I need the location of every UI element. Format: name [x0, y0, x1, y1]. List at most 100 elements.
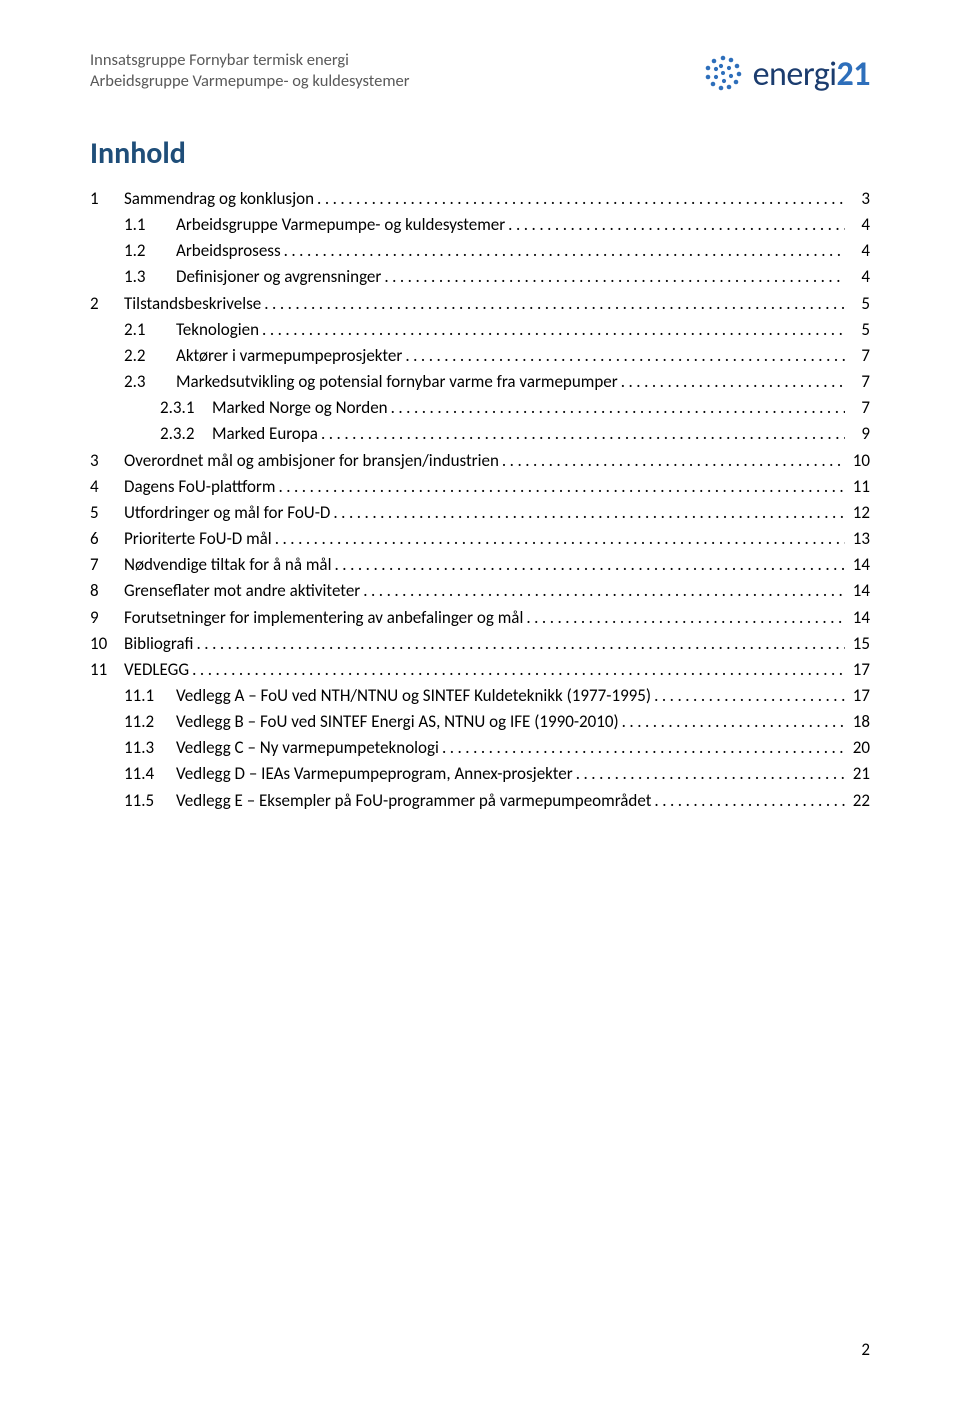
toc-leader: ........................................…	[654, 683, 845, 708]
toc-label: Tilstandsbeskrivelse	[124, 291, 261, 316]
toc-page-number: 11	[848, 474, 870, 499]
toc-number: 11.4	[124, 761, 176, 786]
toc-number: 7	[90, 552, 124, 577]
toc-entry: 2.2Aktører i varmepumpeprosjekter.......…	[90, 343, 870, 368]
toc-leader: ........................................…	[621, 369, 845, 394]
toc-leader: ........................................…	[192, 657, 845, 682]
toc-entry: 8Grenseflater mot andre aktiviteter.....…	[90, 578, 870, 603]
toc-entry: 4Dagens FoU-plattform...................…	[90, 474, 870, 499]
toc-entry: 2.3.1Marked Norge og Norden.............…	[90, 395, 870, 420]
toc-leader: ........................................…	[654, 788, 845, 813]
toc-page-number: 10	[848, 448, 870, 473]
toc-leader: ........................................…	[275, 526, 845, 551]
toc-number: 1.3	[124, 264, 176, 289]
toc-entry: 2.1Teknologien..........................…	[90, 317, 870, 342]
toc-leader: ........................................…	[317, 186, 845, 211]
toc-entry: 10Bibliografi...........................…	[90, 631, 870, 656]
toc-page-number: 15	[848, 631, 870, 656]
toc-label: Marked Norge og Norden	[212, 395, 388, 420]
toc-number: 1.2	[124, 238, 176, 263]
toc-label: Overordnet mål og ambisjoner for bransje…	[124, 448, 499, 473]
table-of-contents: 1Sammendrag og konklusjon...............…	[90, 186, 870, 813]
toc-label: Vedlegg B – FoU ved SINTEF Energi AS, NT…	[176, 709, 619, 734]
toc-number: 2.3.2	[160, 421, 212, 446]
toc-number: 5	[90, 500, 124, 525]
toc-page-number: 20	[848, 735, 870, 760]
toc-entry: 11.2Vedlegg B – FoU ved SINTEF Energi AS…	[90, 709, 870, 734]
toc-page-number: 21	[848, 761, 870, 786]
toc-page-number: 22	[848, 788, 870, 813]
header-line-1: Innsatsgruppe Fornybar termisk energi	[90, 50, 410, 71]
toc-label: Vedlegg C – Ny varmepumpeteknologi	[176, 735, 439, 760]
toc-number: 2.1	[124, 317, 176, 342]
toc-label: Forutsetninger for implementering av anb…	[124, 605, 523, 630]
toc-entry: 9Forutsetninger for implementering av an…	[90, 605, 870, 630]
toc-entry: 1.3Definisjoner og avgrensninger........…	[90, 264, 870, 289]
toc-leader: ........................................…	[196, 631, 845, 656]
toc-page-number: 17	[848, 683, 870, 708]
toc-label: Teknologien	[176, 317, 259, 342]
toc-leader: ........................................…	[391, 395, 845, 420]
toc-page-number: 7	[848, 369, 870, 394]
toc-number: 11.3	[124, 735, 176, 760]
toc-entry: 3Overordnet mål og ambisjoner for bransj…	[90, 448, 870, 473]
toc-leader: ........................................…	[508, 212, 845, 237]
toc-leader: ........................................…	[284, 238, 845, 263]
toc-label: Vedlegg D – IEAs Varmepumpeprogram, Anne…	[176, 761, 573, 786]
toc-number: 11.2	[124, 709, 176, 734]
toc-number: 4	[90, 474, 124, 499]
toc-label: VEDLEGG	[124, 657, 189, 682]
toc-leader: ........................................…	[333, 500, 845, 525]
toc-page-number: 4	[848, 264, 870, 289]
toc-page-number: 5	[848, 317, 870, 342]
toc-number: 6	[90, 526, 124, 551]
toc-label: Markedsutvikling og potensial fornybar v…	[176, 369, 618, 394]
toc-number: 8	[90, 578, 124, 603]
toc-label: Utfordringer og mål for FoU-D	[124, 500, 330, 525]
toc-label: Grenseflater mot andre aktiviteter	[124, 578, 360, 603]
toc-number: 2.2	[124, 343, 176, 368]
toc-entry: 6Prioriterte FoU-D mål..................…	[90, 526, 870, 551]
toc-number: 2.3	[124, 369, 176, 394]
toc-entry: 2Tilstandsbeskrivelse...................…	[90, 291, 870, 316]
toc-entry: 11.3Vedlegg C – Ny varmepumpeteknologi..…	[90, 735, 870, 760]
header-text-block: Innsatsgruppe Fornybar termisk energi Ar…	[90, 50, 410, 93]
toc-leader: ........................................…	[262, 317, 845, 342]
toc-entry: 11.5Vedlegg E – Eksempler på FoU-program…	[90, 788, 870, 813]
toc-entry: 5Utfordringer og mål for FoU-D..........…	[90, 500, 870, 525]
toc-entry: 11VEDLEGG...............................…	[90, 657, 870, 682]
toc-number: 11.1	[124, 683, 176, 708]
page-number: 2	[861, 1339, 870, 1360]
toc-entry: 1.1Arbeidsgruppe Varmepumpe- og kuldesys…	[90, 212, 870, 237]
toc-number: 10	[90, 631, 124, 656]
toc-number: 11	[90, 657, 124, 682]
toc-leader: ........................................…	[334, 552, 845, 577]
toc-entry: 2.3Markedsutvikling og potensial fornyba…	[90, 369, 870, 394]
logo-globe-icon	[703, 52, 743, 97]
toc-page-number: 14	[848, 552, 870, 577]
toc-entry: 11.4Vedlegg D – IEAs Varmepumpeprogram, …	[90, 761, 870, 786]
toc-page-number: 12	[848, 500, 870, 525]
toc-leader: ........................................…	[405, 343, 845, 368]
toc-page-number: 13	[848, 526, 870, 551]
toc-number: 2	[90, 291, 124, 316]
toc-leader: ........................................…	[363, 578, 845, 603]
toc-number: 3	[90, 448, 124, 473]
toc-page-number: 5	[848, 291, 870, 316]
toc-label: Sammendrag og konklusjon	[124, 186, 314, 211]
toc-page-number: 18	[848, 709, 870, 734]
toc-title: Innhold	[90, 135, 870, 172]
toc-leader: ........................................…	[526, 605, 845, 630]
header-line-2: Arbeidsgruppe Varmepumpe- og kuldesystem…	[90, 71, 410, 92]
toc-label: Vedlegg E – Eksempler på FoU-programmer …	[176, 788, 651, 813]
page-header: Innsatsgruppe Fornybar termisk energi Ar…	[90, 50, 870, 97]
toc-page-number: 3	[848, 186, 870, 211]
toc-entry: 1.2Arbeidsprosess.......................…	[90, 238, 870, 263]
toc-number: 2.3.1	[160, 395, 212, 420]
toc-label: Prioriterte FoU-D mål	[124, 526, 272, 551]
toc-page-number: 7	[848, 343, 870, 368]
toc-label: Marked Europa	[212, 421, 318, 446]
logo-text: energi21	[753, 54, 870, 95]
toc-label: Arbeidsgruppe Varmepumpe- og kuldesystem…	[176, 212, 505, 237]
toc-page-number: 7	[848, 395, 870, 420]
